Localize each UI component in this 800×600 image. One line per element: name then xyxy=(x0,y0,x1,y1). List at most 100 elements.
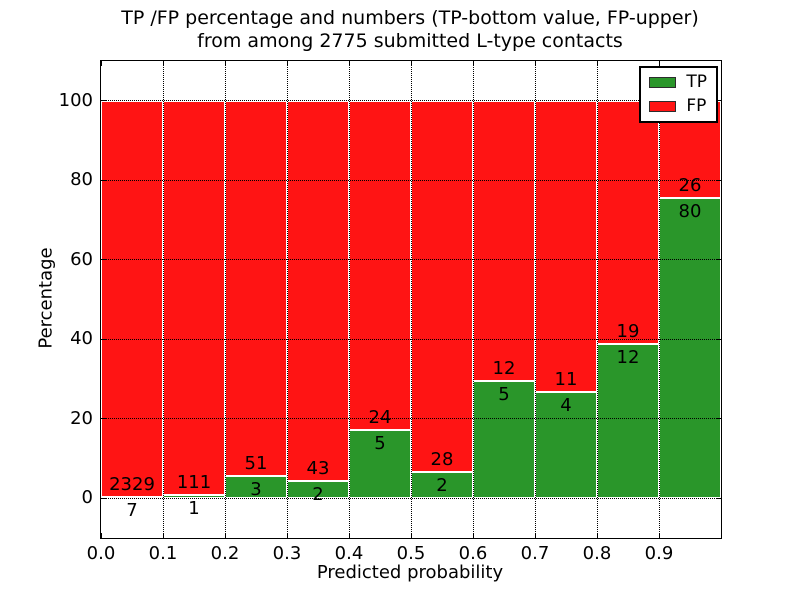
vertical-gridline xyxy=(348,61,350,538)
fp-count-label: 24 xyxy=(368,406,392,428)
tp-count-label: 4 xyxy=(560,395,572,417)
x-tick-mark xyxy=(224,533,226,538)
x-tick-mark xyxy=(100,533,102,538)
x-tick-mark xyxy=(410,533,412,538)
fp-count-label: 43 xyxy=(306,457,330,479)
chart-title-line2: from among 2775 submitted L-type contact… xyxy=(197,30,623,52)
y-tick-mark xyxy=(101,100,106,102)
x-tick-label: 0.8 xyxy=(582,543,612,564)
y-tick-mark-right xyxy=(716,418,721,420)
horizontal-gridline xyxy=(101,497,721,499)
x-tick-mark xyxy=(720,533,722,538)
vertical-gridline xyxy=(472,61,474,538)
horizontal-gridline xyxy=(101,338,721,340)
vertical-gridline xyxy=(410,61,412,538)
tp-count-label: 12 xyxy=(616,347,640,369)
tp-count-label: 7 xyxy=(126,500,138,522)
bar-segment-tp xyxy=(411,471,473,499)
legend-item: TP xyxy=(649,74,707,91)
x-tick-mark xyxy=(286,533,288,538)
y-tick-mark xyxy=(101,418,106,420)
vertical-gridline xyxy=(162,61,164,538)
x-tick-mark-top xyxy=(224,61,226,66)
legend-item: FP xyxy=(649,98,707,115)
y-tick-label: 60 xyxy=(70,248,93,270)
x-axis-label: Predicted probability xyxy=(316,562,504,583)
vertical-gridline xyxy=(596,61,598,538)
horizontal-gridline xyxy=(101,100,721,102)
bar-segment-fp xyxy=(163,100,225,495)
x-tick-mark-top xyxy=(162,61,164,66)
bar-segment-fp xyxy=(225,100,287,477)
fp-count-label: 2329 xyxy=(109,474,155,496)
y-tick-label: 20 xyxy=(70,407,93,429)
y-tick-mark-right xyxy=(716,497,721,499)
bar-segment-fp xyxy=(287,100,349,481)
x-tick-mark-top xyxy=(286,61,288,66)
tp-count-label: 2 xyxy=(312,483,324,505)
tp-count-label: 3 xyxy=(250,479,262,501)
bar-segment-fp xyxy=(597,100,659,345)
tp-count-label: 5 xyxy=(498,384,510,406)
x-tick-label: 0.6 xyxy=(458,543,488,564)
y-tick-mark-right xyxy=(716,338,721,340)
y-tick-label: 0 xyxy=(81,487,93,509)
x-tick-label: 0.4 xyxy=(334,543,364,564)
x-tick-label: 0.2 xyxy=(210,543,240,564)
x-tick-mark-top xyxy=(658,61,660,66)
tp-count-label: 1 xyxy=(188,497,200,519)
tp-count-label: 80 xyxy=(678,201,702,223)
y-tick-label: 100 xyxy=(58,89,93,111)
x-tick-mark-top xyxy=(348,61,350,66)
x-tick-mark xyxy=(534,533,536,538)
vertical-gridline xyxy=(286,61,288,538)
y-tick-label: 80 xyxy=(70,169,93,191)
fp-count-label: 26 xyxy=(678,175,702,197)
bar-segment-fp xyxy=(535,100,597,393)
x-tick-mark xyxy=(348,533,350,538)
plot-area: TP FP 2329 7 0.0 111 1 0.1 51 3 0.2 43 2 0.3 24 5 0.4 28… xyxy=(59,60,722,564)
y-tick-mark xyxy=(101,338,106,340)
x-tick-label: 0.1 xyxy=(148,543,178,564)
y-tick-mark xyxy=(101,497,106,499)
x-tick-mark-top xyxy=(534,61,536,66)
x-tick-mark-top xyxy=(720,61,722,66)
chart-title: TP /FP percentage and numbers (TP-bottom… xyxy=(90,7,730,53)
x-tick-mark xyxy=(162,533,164,538)
x-tick-mark xyxy=(596,533,598,538)
x-tick-mark-top xyxy=(410,61,412,66)
fp-count-label: 28 xyxy=(430,448,454,470)
y-tick-mark-right xyxy=(716,179,721,181)
bar-segment-tp xyxy=(659,198,721,499)
y-tick-mark xyxy=(101,259,106,261)
bar-segment-fp xyxy=(349,100,411,430)
fp-count-label: 111 xyxy=(176,471,212,493)
y-tick-label: 40 xyxy=(70,328,93,350)
legend-item-label: FP xyxy=(686,96,707,116)
x-tick-label: 0.9 xyxy=(644,543,674,564)
horizontal-gridline xyxy=(101,179,721,181)
y-tick-mark-right xyxy=(716,100,721,102)
x-tick-mark-top xyxy=(596,61,598,66)
vertical-gridline xyxy=(534,61,536,538)
vertical-gridline xyxy=(658,61,660,538)
fp-count-label: 12 xyxy=(492,358,516,380)
x-tick-mark-top xyxy=(100,61,102,66)
legend-swatch-tp xyxy=(649,77,677,88)
x-tick-label: 0.7 xyxy=(520,543,550,564)
legend-swatch-fp xyxy=(649,101,677,112)
fp-count-label: 11 xyxy=(554,369,578,391)
horizontal-gridline xyxy=(101,418,721,420)
bar-segment-tp xyxy=(473,381,535,499)
x-tick-label: 0.0 xyxy=(86,543,116,564)
bar-segment-fp xyxy=(411,100,473,472)
legend-item-label: TP xyxy=(686,72,707,92)
bar-segment-fp xyxy=(101,100,163,498)
legend: TP FP xyxy=(639,66,718,123)
y-tick-mark-right xyxy=(716,259,721,261)
x-tick-label: 0.5 xyxy=(396,543,426,564)
vertical-gridline xyxy=(224,61,226,538)
chart-title-line1: TP /FP percentage and numbers (TP-bottom… xyxy=(121,7,699,29)
tp-count-label: 5 xyxy=(374,432,386,454)
x-tick-mark xyxy=(472,533,474,538)
